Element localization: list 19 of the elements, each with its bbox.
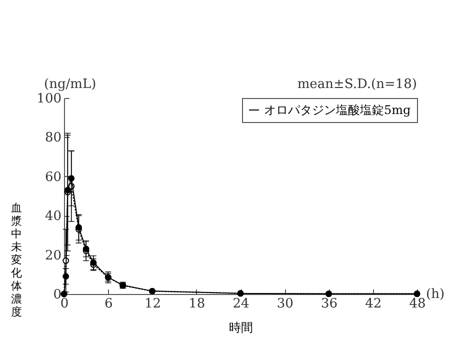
y-tick-label: 20 [44, 248, 62, 264]
y-tick-label: 100 [36, 92, 62, 106]
x-axis-title: 時間 [229, 320, 253, 334]
x-tick-label: 48 [409, 296, 426, 312]
x-tick-label: 12 [144, 296, 162, 312]
x-tick-label: 36 [320, 296, 338, 312]
y-tick-label: 80 [44, 130, 62, 146]
text: mean±S.D.(n=18) [297, 77, 417, 92]
x-tick-label: 42 [365, 296, 382, 312]
text: (ng/mL) [44, 77, 96, 92]
y-tick-label: 40 [44, 209, 62, 224]
text: 血漿中未変化体濃度 [11, 202, 22, 318]
x-tick-label: 30 [276, 296, 294, 312]
legend-label: オロパタジン塩酸塩錠5mg [264, 103, 412, 117]
x-tick-label: 18 [188, 296, 206, 312]
x-tick-label: 24 [232, 296, 250, 312]
x-tick-label: 6 [104, 296, 113, 312]
y-tick-label: 60 [44, 170, 62, 185]
text: (h) [426, 287, 445, 302]
